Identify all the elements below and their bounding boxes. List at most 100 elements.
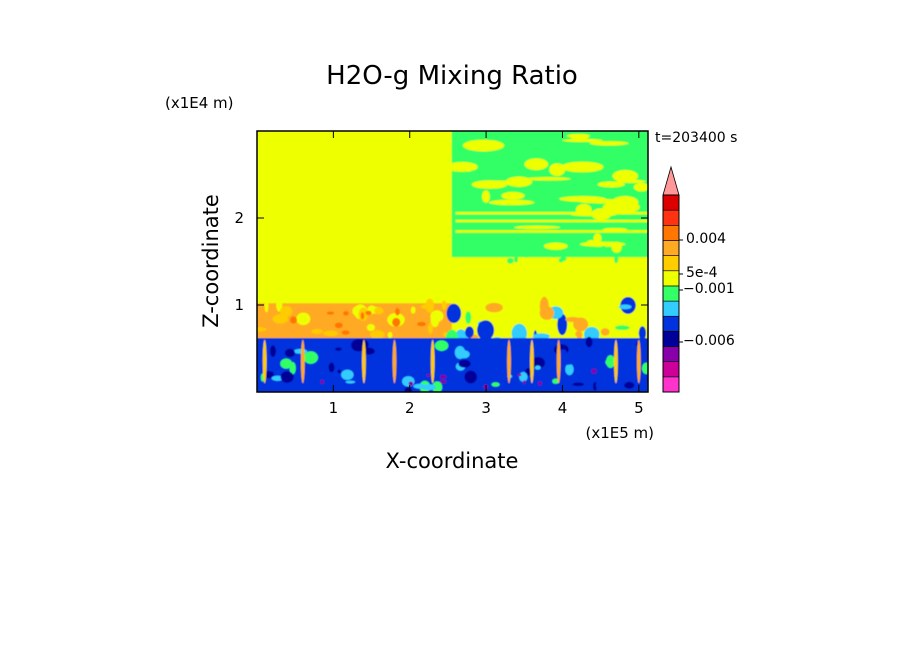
red-eddy — [341, 330, 350, 335]
plume — [556, 339, 561, 384]
orange-eddy — [296, 312, 311, 326]
orange-eddy — [374, 307, 384, 315]
streak-yellow — [543, 242, 568, 250]
mix-eddy — [485, 302, 503, 313]
mix-eddy — [638, 326, 647, 340]
plume — [300, 339, 305, 384]
orange-eddy — [425, 298, 435, 313]
blue-eddy — [552, 378, 560, 384]
plume — [262, 339, 267, 384]
blue-eddy — [408, 359, 414, 364]
blue-eddy — [593, 382, 597, 391]
purple-eddy — [439, 380, 447, 384]
x-axis-label: X-coordinate — [386, 449, 519, 473]
streak-yellow — [612, 169, 639, 183]
mix-eddy — [446, 303, 462, 324]
speck-green — [551, 254, 557, 258]
x-tick-label: 4 — [558, 399, 568, 417]
streak-yellow — [589, 141, 629, 146]
blue-eddy — [422, 384, 437, 391]
blue-eddy — [293, 348, 308, 354]
blue-eddy — [280, 358, 293, 369]
streak-yellow — [561, 161, 604, 173]
blue-eddy — [530, 357, 546, 369]
blue-eddy — [595, 382, 604, 389]
blue-eddy — [624, 381, 635, 389]
plume — [362, 339, 366, 384]
blue-eddy — [402, 376, 415, 387]
orange-eddy — [430, 310, 444, 323]
blue-eddy — [595, 367, 611, 371]
streak-yellow — [611, 241, 622, 253]
colorbar-segment — [662, 361, 680, 378]
streak-yellow — [488, 199, 535, 206]
purple-eddy — [537, 381, 542, 386]
plume — [614, 339, 618, 384]
mix-eddy — [578, 330, 583, 339]
blue-eddy — [348, 383, 354, 392]
blue-eddy — [341, 369, 354, 380]
colorbar-segment — [662, 255, 680, 272]
orange-eddy — [366, 324, 375, 332]
speck-green — [499, 249, 505, 253]
orange-eddy — [442, 331, 447, 337]
speck-green — [507, 257, 514, 264]
blue-eddy — [289, 361, 296, 375]
plume — [507, 339, 511, 384]
blue-eddy — [432, 381, 443, 392]
colorbar — [662, 165, 683, 393]
blue-eddy — [345, 380, 356, 384]
mix-eddy — [539, 306, 555, 320]
blue-eddy — [280, 371, 294, 383]
streak-line — [455, 219, 648, 223]
blue-eddy — [270, 345, 276, 357]
streak-yellow — [501, 191, 525, 200]
red-eddy — [416, 321, 427, 327]
streak-yellow — [586, 240, 596, 246]
time-label: t=203400 s — [655, 130, 737, 146]
mix-eddy — [618, 304, 632, 310]
blue-eddy — [606, 355, 615, 368]
y-tick-label: 2 — [234, 209, 244, 227]
x-axis-ticks: 1 2 3 4 5 — [329, 131, 644, 417]
blue-eddy — [328, 362, 335, 373]
speck-green — [572, 244, 578, 248]
speck-green — [514, 255, 518, 263]
blue-eddy — [413, 383, 426, 389]
streak-yellow — [481, 190, 491, 203]
streak-yellow — [513, 225, 561, 230]
blue-eddy — [404, 386, 413, 392]
plume — [530, 339, 534, 384]
streak-yellow — [597, 181, 625, 188]
blue-eddy — [458, 350, 470, 359]
blue-eddy — [565, 363, 574, 376]
orange-eddy — [264, 299, 269, 313]
speck-green — [625, 246, 630, 250]
orange-eddy — [428, 322, 433, 335]
blue-eddy — [458, 359, 471, 368]
colorbar-segment — [662, 270, 680, 287]
colorbar-labels: 0.004 5e-4 −0.001 −0.006 — [683, 231, 735, 349]
blue-eddy — [519, 371, 528, 382]
plot-area — [257, 131, 648, 392]
streak-yellow — [524, 158, 549, 171]
streak-yellow — [558, 195, 606, 202]
colorbar-segment — [662, 209, 680, 226]
purple-eddy — [517, 373, 522, 377]
chart-title: H2O-g Mixing Ratio — [326, 61, 578, 91]
red-eddy — [365, 310, 372, 315]
red-eddy — [392, 317, 401, 327]
orange-eddy — [323, 330, 339, 337]
plume — [636, 339, 641, 384]
blue-eddy — [351, 339, 366, 352]
plume — [430, 339, 435, 384]
blue-eddy — [585, 336, 593, 348]
blue-eddy — [284, 348, 296, 358]
streak-yellow — [446, 161, 478, 172]
colorbar-segment — [662, 346, 680, 362]
speck-green — [537, 250, 540, 256]
purple-eddy — [408, 381, 414, 386]
orange-eddy — [257, 327, 267, 332]
y-unit-label: (x1E4 m) — [165, 94, 234, 112]
